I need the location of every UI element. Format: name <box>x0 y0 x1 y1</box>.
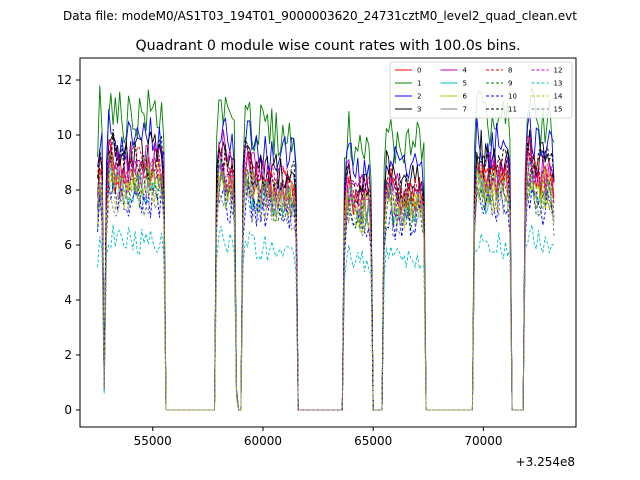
legend-label-10: 10 <box>508 93 517 101</box>
legend-label-5: 5 <box>463 80 467 88</box>
legend-label-15: 15 <box>554 106 563 114</box>
legend-label-12: 12 <box>554 67 563 75</box>
y-tick-label: 0 <box>64 403 72 417</box>
legend-label-13: 13 <box>554 80 563 88</box>
legend-label-11: 11 <box>508 106 517 114</box>
legend-label-14: 14 <box>554 93 563 101</box>
series-line-15 <box>97 174 555 411</box>
legend-label-6: 6 <box>463 93 468 101</box>
legend-label-9: 9 <box>508 80 512 88</box>
y-tick-label: 2 <box>64 348 72 362</box>
x-tick-label: 70000 <box>464 434 502 448</box>
y-tick-label: 12 <box>57 73 72 87</box>
legend-frame <box>389 61 573 119</box>
x-tick-label: 65000 <box>354 434 392 448</box>
x-tick-label: 60000 <box>244 434 282 448</box>
legend-label-3: 3 <box>417 106 421 114</box>
y-tick-label: 6 <box>64 238 72 252</box>
series-layer <box>97 85 555 411</box>
legend-label-0: 0 <box>417 67 421 75</box>
y-tick-label: 4 <box>64 293 72 307</box>
legend-label-2: 2 <box>417 93 421 101</box>
legend-label-4: 4 <box>463 67 468 75</box>
y-tick-label: 8 <box>64 183 72 197</box>
axes-frame <box>79 57 577 428</box>
data-file-suptitle: Data file: modeM0/AS1T03_194T01_90000036… <box>63 9 577 23</box>
x-tick-label: 55000 <box>134 434 172 448</box>
y-tick-label: 10 <box>57 128 72 142</box>
legend-label-8: 8 <box>508 67 512 75</box>
legend-label-1: 1 <box>417 80 421 88</box>
legend-label-7: 7 <box>463 106 467 114</box>
chart-title: Quadrant 0 module wise count rates with … <box>135 38 520 54</box>
x-offset-label: +3.254e8 <box>516 455 575 469</box>
